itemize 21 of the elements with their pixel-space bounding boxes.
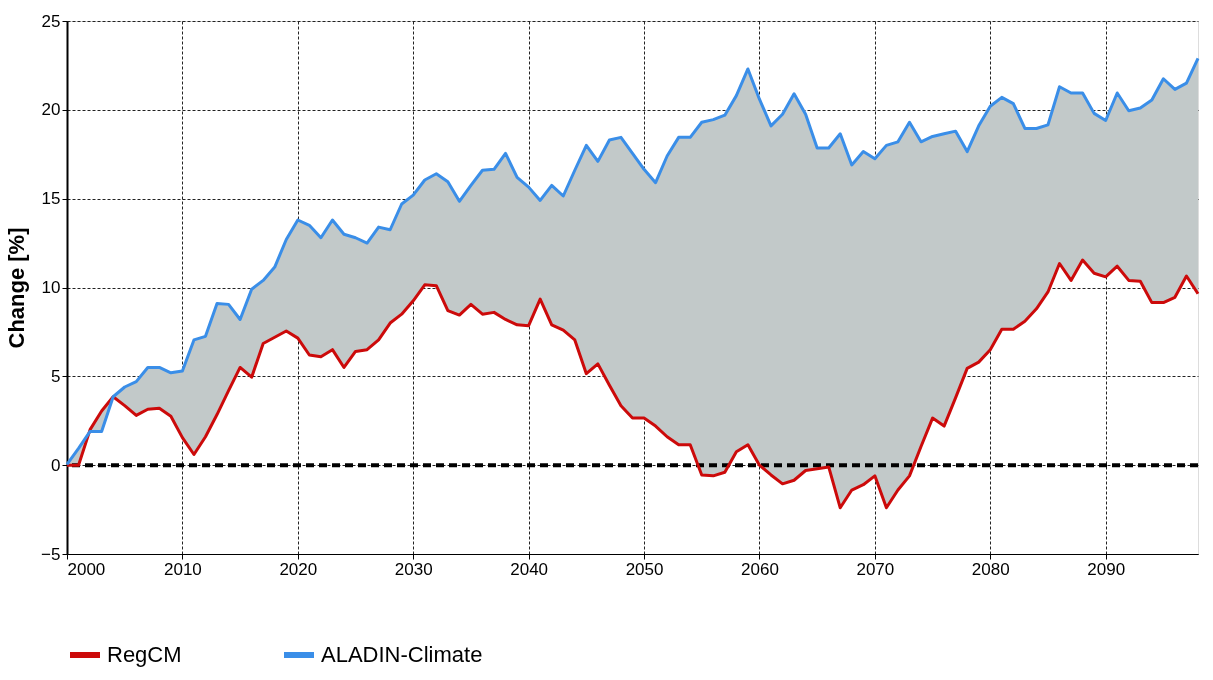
x-tick-label: 2030 [394,559,433,579]
x-tick-label: 2050 [625,559,664,579]
x-tick-label: 2080 [971,559,1010,579]
y-tick-label: 10 [41,278,61,297]
x-tick-label: 2010 [163,559,202,579]
y-tick-label: 15 [41,189,61,209]
y-tick-label: −5 [41,544,61,564]
line-series [65,258,1200,510]
y-axis-title: Change [%] [4,227,30,349]
x-tick-label: 2060 [741,559,779,579]
x-tick-label: 2000 [67,559,106,579]
y-tick-label: 25 [41,11,61,31]
y-tick-label: 20 [41,100,61,120]
x-tick-label: 2090 [1087,559,1126,579]
x-tick-label: 2020 [279,559,318,579]
legend-label: ALADIN-Climate [321,642,483,667]
y-tick-label: 0 [51,455,61,475]
y-tick-label: 5 [51,366,61,386]
x-tick-label: 2040 [510,559,549,579]
legend-label: RegCM [107,642,182,667]
x-tick-label: 2070 [856,559,895,579]
